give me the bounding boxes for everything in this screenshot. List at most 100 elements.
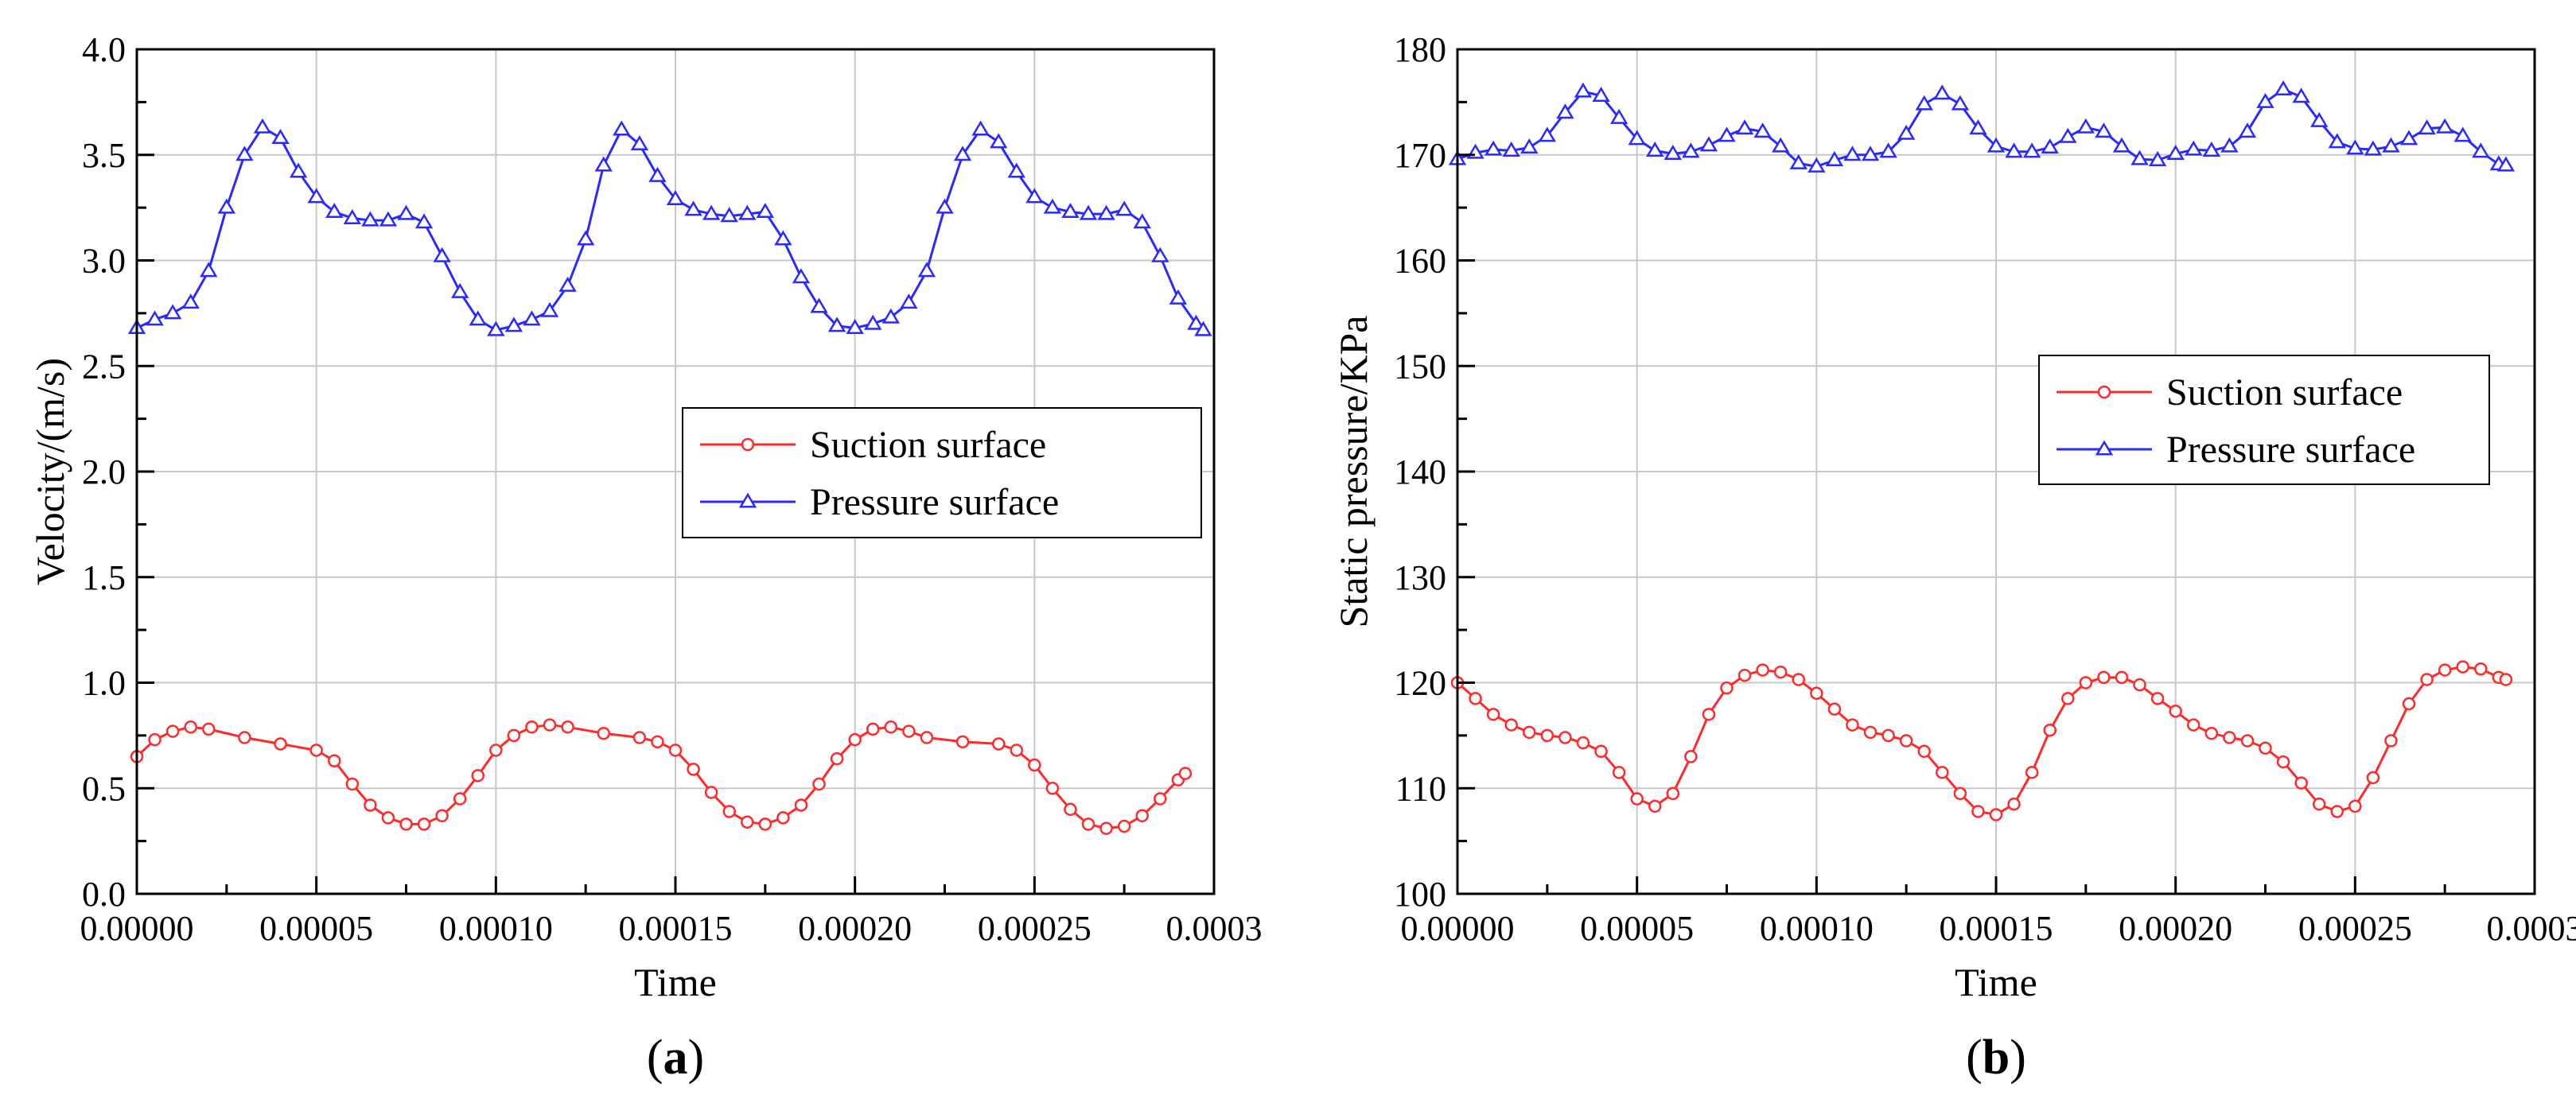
data-point-suction-surface [1630,792,1644,806]
data-point-pressure-surface [487,320,505,336]
data-point-suction-surface [1936,766,1949,779]
data-point-pressure-surface [774,230,792,246]
y-tick-label: 2.0 [82,452,126,491]
data-point-suction-surface [2097,670,2111,685]
data-point-pressure-surface [1664,144,1682,160]
data-point-suction-surface [1064,802,1077,817]
data-point-pressure-surface [558,276,577,292]
data-point-suction-surface [1558,731,1572,744]
data-point-suction-surface [1045,782,1060,795]
data-point-pressure-surface [936,198,954,214]
data-point-suction-surface [165,724,180,738]
panel-label-letter: a [663,1031,688,1085]
data-point-pressure-surface [684,200,702,216]
data-point-suction-surface [2330,805,2344,818]
data-point-suction-surface [722,805,736,818]
data-point-suction-surface [1010,744,1024,757]
data-point-suction-surface [848,732,862,747]
y-tick-label: 3.0 [82,242,126,281]
y-axis-title: Static pressure/KPa [1331,316,1376,628]
y-tick-label: 100 [1394,875,1446,914]
y-tick-label: 1.5 [82,558,126,597]
data-point-suction-surface [1827,702,1842,716]
data-point-suction-surface [1684,750,1698,763]
data-point-pressure-surface [2022,142,2041,158]
chart-panel-a: 0.00000 0.00005 0.00010 0.00015 0.00020 0.000… [28,30,1263,1085]
data-point-pressure-surface [630,135,649,151]
y-tick-labels: 0.0 0.5 1.0 1.5 2.0 2.5 3.0 3.5 4.0 [82,30,126,914]
chart-panel-b: 0.00000 0.00005 0.00010 0.00015 0.00020 0.000… [1331,30,2576,1085]
panel-label-paren-open: ( [1966,1031,1983,1085]
data-point-pressure-surface [1879,142,1897,158]
data-point-suction-surface [2312,797,2326,811]
data-point-suction-surface [2384,734,2398,747]
data-point-pressure-surface [864,314,882,330]
data-point-pressure-surface [307,188,325,204]
data-point-suction-surface [955,735,970,749]
data-point-suction-surface [1899,734,1913,747]
data-point-suction-surface [1737,668,1752,682]
data-point-pressure-surface [756,202,775,218]
data-point-pressure-surface [990,133,1008,149]
data-point-suction-surface [2420,673,2434,686]
data-point-pressure-surface [1646,141,1664,157]
x-tick-label: 0.00015 [619,909,733,948]
y-tick-label: 4.0 [82,30,126,69]
data-point-pressure-surface [2041,138,2059,154]
data-point-pressure-surface [1097,204,1115,220]
y-tick-label: 130 [1394,558,1446,597]
data-point-suction-surface [866,722,880,736]
axis-ticks [135,48,1216,895]
data-point-pressure-surface [1556,103,1574,119]
x-tick-label: 0.00025 [978,909,1091,948]
legend-marker-suction [2097,385,2111,399]
data-point-suction-surface [902,724,916,738]
data-point-suction-surface [2438,663,2452,677]
legend-box [2038,355,2490,485]
data-point-pressure-surface [2435,118,2454,134]
data-point-pressure-surface [2130,149,2149,165]
data-point-suction-surface [345,777,360,791]
data-point-pressure-surface [2148,150,2167,166]
data-point-suction-surface [1756,663,1769,677]
data-point-suction-surface [2276,755,2290,769]
data-point-suction-surface [2348,799,2362,813]
data-point-pressure-surface [2399,130,2418,146]
data-point-suction-surface [1504,718,1518,732]
data-point-pressure-surface [235,146,254,161]
legend: Suction surface Pressure surface [2038,355,2490,485]
axis-ticks [1456,48,2536,895]
data-point-suction-surface [148,732,161,747]
data-point-suction-surface [1881,728,1895,743]
data-point-pressure-surface [433,247,451,262]
data-point-suction-surface [1612,766,1626,779]
data-point-pressure-surface [1861,146,1880,161]
data-point-suction-surface [2169,705,2182,718]
data-point-pressure-surface [2364,140,2383,156]
data-point-pressure-surface [2238,122,2257,138]
data-point-pressure-surface [1789,153,1807,169]
data-point-suction-surface [2499,673,2513,686]
data-point-pressure-surface [2202,141,2220,157]
data-point-pressure-surface [1609,108,1628,124]
data-point-pressure-surface [594,156,613,172]
data-point-pressure-surface [648,166,667,182]
data-point-pressure-surface [1699,136,1718,152]
data-point-pressure-surface [827,316,846,332]
data-point-pressure-surface [881,308,900,324]
data-point-pressure-surface [1079,204,1098,220]
data-point-pressure-surface [720,207,738,223]
x-axis-title: Time [1955,960,2037,1004]
legend-entry-pressure: Pressure surface [700,481,1059,523]
data-point-suction-surface [453,792,467,806]
data-point-suction-surface [399,817,413,831]
x-tick-label: 0.00000 [80,909,194,948]
data-point-suction-surface [812,777,826,791]
series-line-pressure-surface [136,126,1204,332]
data-point-suction-surface [1486,708,1500,721]
data-point-pressure-surface [576,230,595,246]
data-point-suction-surface [381,811,395,825]
data-point-pressure-surface [702,204,721,220]
data-point-suction-surface [2240,734,2255,747]
